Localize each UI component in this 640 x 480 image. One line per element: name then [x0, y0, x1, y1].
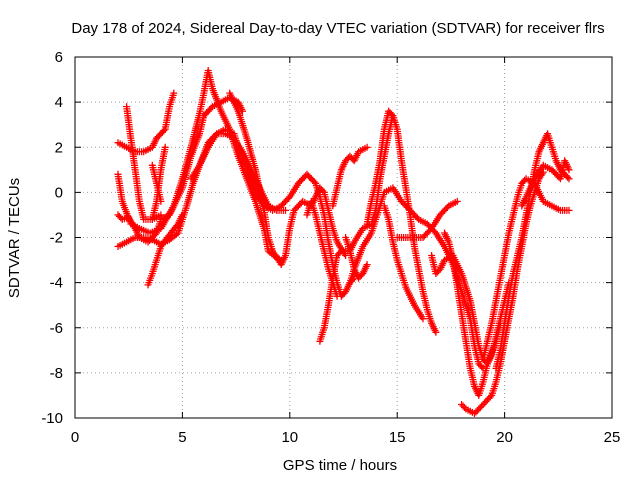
data-point	[453, 197, 461, 205]
data-markers	[114, 67, 573, 417]
data-point	[336, 249, 344, 256]
series-21	[441, 229, 504, 399]
data-point	[157, 211, 165, 219]
axes	[74, 56, 613, 419]
x-tick-label: 25	[604, 429, 621, 446]
tick-labels: 0 5 10 15 20 25 -10 -8 -6 -4 -2 0 2 4 6	[41, 49, 620, 446]
series-6	[144, 211, 186, 289]
y-tick-label: -2	[50, 230, 63, 247]
data-point	[333, 292, 341, 300]
data-point	[478, 363, 486, 371]
data-point	[363, 261, 371, 269]
y-tick-label: -6	[50, 320, 63, 337]
data-point	[170, 89, 178, 97]
data-point	[207, 104, 215, 112]
data-point	[432, 328, 440, 336]
x-tick-label: 15	[389, 429, 406, 446]
data-point	[388, 110, 395, 118]
y-tick-label: 2	[55, 139, 63, 156]
data-point	[565, 175, 573, 183]
data-point	[564, 173, 572, 181]
data-point	[363, 143, 371, 151]
data-point	[461, 404, 468, 411]
x-tick-label: 0	[71, 429, 79, 446]
data-point	[443, 203, 451, 211]
x-tick-label: 5	[178, 429, 186, 446]
data-point	[486, 393, 494, 401]
x-tick-label: 10	[281, 429, 298, 446]
series-14	[329, 143, 371, 210]
data-point	[419, 315, 427, 323]
series-18	[380, 202, 427, 323]
x-axis-label: GPS time / hours	[283, 457, 397, 474]
y-tick-label: 6	[55, 49, 63, 66]
data-point	[148, 215, 156, 223]
data-point	[160, 127, 168, 135]
y-tick-label: -4	[50, 275, 63, 292]
data-point	[282, 206, 289, 214]
series-19	[393, 197, 461, 241]
data-point	[178, 211, 186, 219]
series-5	[123, 103, 165, 223]
y-axis-label: SDTVAR / TECUs	[6, 178, 23, 298]
y-tick-label: -8	[50, 365, 63, 382]
series-25	[518, 157, 573, 210]
data-point	[319, 187, 327, 195]
series-24	[492, 130, 573, 372]
y-tick-label: 0	[55, 184, 63, 201]
data-point	[413, 214, 421, 222]
x-tick-label: 20	[496, 429, 513, 446]
data-point	[565, 166, 573, 174]
data-point	[310, 178, 318, 186]
series-8	[148, 143, 169, 223]
data-point	[565, 206, 573, 214]
chart-title: Day 178 of 2024, Sidereal Day-to-day VTE…	[71, 20, 604, 37]
y-tick-label: -10	[41, 410, 63, 427]
y-tick-label: 4	[55, 94, 63, 111]
